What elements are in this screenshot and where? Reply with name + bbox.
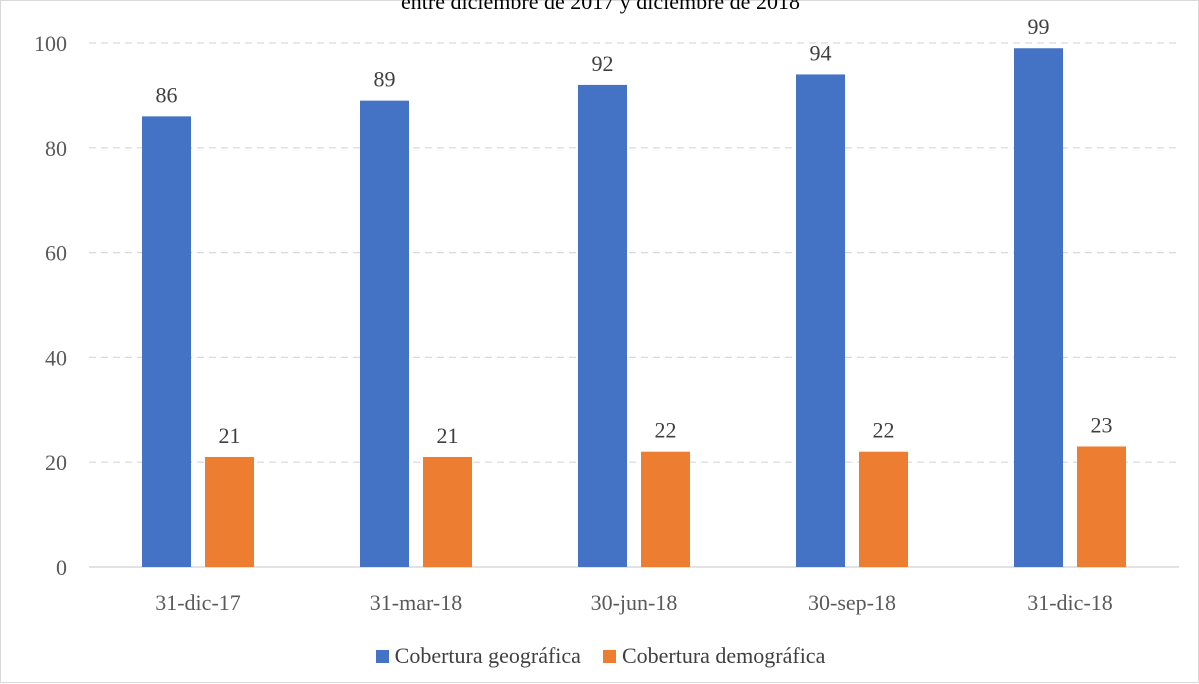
data-label: 22 (655, 418, 677, 443)
legend-item-geografica: Cobertura geográfica (375, 643, 581, 669)
y-tick-label: 80 (45, 136, 67, 161)
data-label: 89 (374, 67, 396, 92)
bar (142, 116, 191, 568)
x-tick-label: 31-dic-18 (1027, 590, 1113, 615)
legend-swatch-geografica (375, 649, 389, 663)
data-label: 21 (219, 423, 241, 448)
data-label: 86 (156, 82, 178, 107)
y-tick-label: 60 (45, 241, 67, 266)
bar (360, 100, 409, 567)
y-tick-label: 0 (56, 555, 67, 580)
bar (578, 84, 627, 568)
bar (796, 74, 845, 567)
legend-item-demografica: Cobertura demográfica (602, 643, 826, 669)
x-tick-label: 30-jun-18 (591, 590, 678, 615)
bar (205, 456, 254, 567)
legend: Cobertura geográfica Cobertura demográfi… (1, 643, 1199, 669)
legend-swatch-demografica (602, 649, 616, 663)
legend-label-demografica: Cobertura demográfica (621, 643, 826, 668)
bar (1014, 48, 1063, 568)
y-tick-label: 100 (34, 31, 67, 56)
data-label: 22 (873, 418, 895, 443)
data-label: 99 (1028, 14, 1050, 39)
chart-title: entre diciembre de 2017 y diciembre de 2… (401, 0, 800, 14)
y-tick-label: 20 (45, 450, 67, 475)
bar (423, 456, 472, 567)
y-tick-label: 40 (45, 345, 67, 370)
data-label: 94 (810, 40, 832, 65)
x-tick-label: 31-dic-17 (155, 590, 241, 615)
data-label: 23 (1091, 412, 1113, 437)
bar (1077, 446, 1126, 567)
data-label: 21 (437, 423, 459, 448)
legend-label-geografica: Cobertura geográfica (394, 643, 581, 668)
x-tick-label: 31-mar-18 (370, 590, 462, 615)
x-tick-label: 30-sep-18 (808, 590, 896, 615)
bar (641, 451, 690, 567)
bar (859, 451, 908, 567)
data-label: 92 (592, 51, 614, 76)
